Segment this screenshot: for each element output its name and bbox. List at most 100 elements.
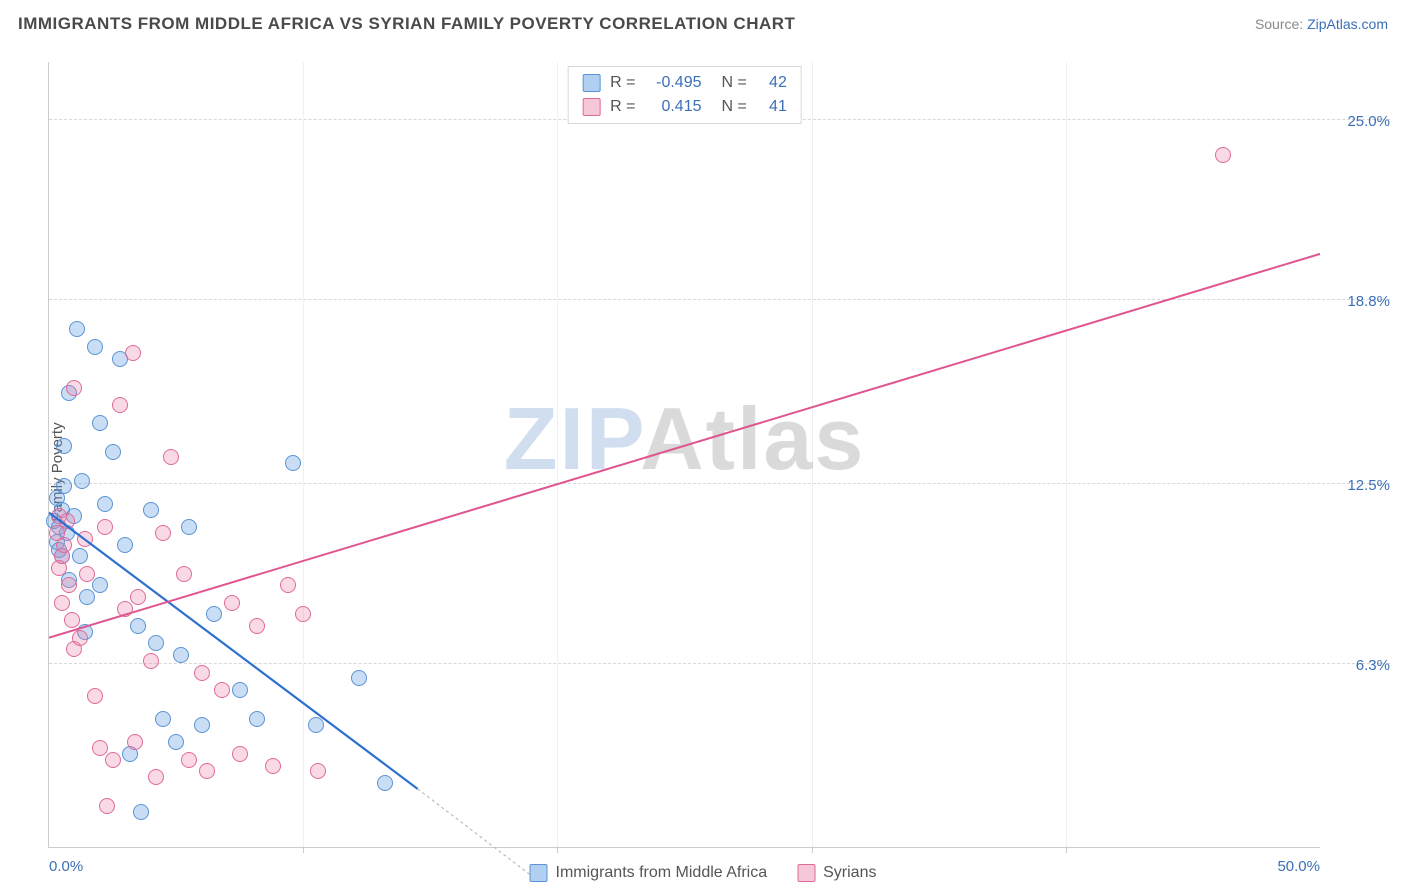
r-label: R = [610,74,635,92]
data-point [232,682,248,698]
y-tick-label: 25.0% [1326,113,1390,130]
data-point [310,763,326,779]
chart-area: Family Poverty ZIPAtlas R = -0.495 N = 4… [0,52,1406,892]
x-tick [557,847,558,853]
legend-label-blue: Immigrants from Middle Africa [556,864,768,882]
correlation-legend: R = -0.495 N = 42 R = 0.415 N = 41 [567,66,802,124]
r-label: R = [610,98,635,116]
data-point [130,618,146,634]
n-label: N = [722,74,747,92]
data-point [64,612,80,628]
data-point [77,531,93,547]
data-point [79,566,95,582]
data-point [87,339,103,355]
data-point [87,688,103,704]
data-point [155,525,171,541]
y-tick-label: 18.8% [1326,293,1390,310]
data-point [163,449,179,465]
x-tick [812,847,813,853]
gridline-h [49,663,1390,664]
data-point [295,606,311,622]
chart-title: IMMIGRANTS FROM MIDDLE AFRICA VS SYRIAN … [18,14,795,33]
data-point [79,589,95,605]
data-point [143,653,159,669]
x-tick [1066,847,1067,853]
data-point [117,601,133,617]
gridline-v [557,62,558,847]
data-point [54,595,70,611]
data-point [92,415,108,431]
chart-header: IMMIGRANTS FROM MIDDLE AFRICA VS SYRIAN … [0,0,1406,48]
legend-row-pink: R = 0.415 N = 41 [582,95,787,119]
series-legend: Immigrants from Middle Africa Syrians [530,864,877,882]
data-point [105,752,121,768]
swatch-blue-icon [530,864,548,882]
data-point [249,711,265,727]
r-value-pink: 0.415 [646,98,702,116]
data-point [224,595,240,611]
y-tick-label: 12.5% [1326,477,1390,494]
source-label: Source: [1255,16,1307,32]
data-point [56,537,72,553]
data-point [105,444,121,460]
data-point [69,321,85,337]
data-point [232,746,248,762]
n-label: N = [722,98,747,116]
data-point [176,566,192,582]
data-point [181,752,197,768]
data-point [168,734,184,750]
watermark-zip: ZIP [504,389,640,488]
swatch-pink-icon [582,98,600,116]
data-point [74,473,90,489]
data-point [285,455,301,471]
data-point [130,589,146,605]
data-point [127,734,143,750]
data-point [92,577,108,593]
gridline-v [812,62,813,847]
data-point [181,519,197,535]
data-point [61,577,77,593]
data-point [308,717,324,733]
data-point [97,496,113,512]
gridline-v [303,62,304,847]
data-point [97,519,113,535]
legend-label-pink: Syrians [823,864,876,882]
data-point [72,630,88,646]
data-point [133,804,149,820]
x-tick-label: 0.0% [49,858,83,875]
plot-region: ZIPAtlas R = -0.495 N = 42 R = 0.415 N =… [48,62,1320,848]
data-point [66,380,82,396]
data-point [155,711,171,727]
data-point [148,635,164,651]
data-point [148,769,164,785]
data-point [173,647,189,663]
data-point [280,577,296,593]
data-point [56,438,72,454]
data-point [265,758,281,774]
data-point [125,345,141,361]
data-point [56,478,72,494]
data-point [72,548,88,564]
legend-item-blue: Immigrants from Middle Africa [530,864,768,882]
r-value-blue: -0.495 [646,74,702,92]
x-tick [303,847,304,853]
legend-item-pink: Syrians [797,864,876,882]
n-value-blue: 42 [757,74,787,92]
data-point [206,606,222,622]
trendlines-svg [49,62,1320,847]
data-point [199,763,215,779]
data-point [249,618,265,634]
gridline-h [49,483,1390,484]
data-point [1215,147,1231,163]
y-tick-label: 6.3% [1326,657,1390,674]
gridline-v [1066,62,1067,847]
data-point [351,670,367,686]
swatch-pink-icon [797,864,815,882]
legend-row-blue: R = -0.495 N = 42 [582,71,787,95]
data-point [214,682,230,698]
data-point [117,537,133,553]
data-point [194,665,210,681]
x-tick-label: 50.0% [1277,858,1320,875]
source-link[interactable]: ZipAtlas.com [1307,16,1388,32]
n-value-pink: 41 [757,98,787,116]
